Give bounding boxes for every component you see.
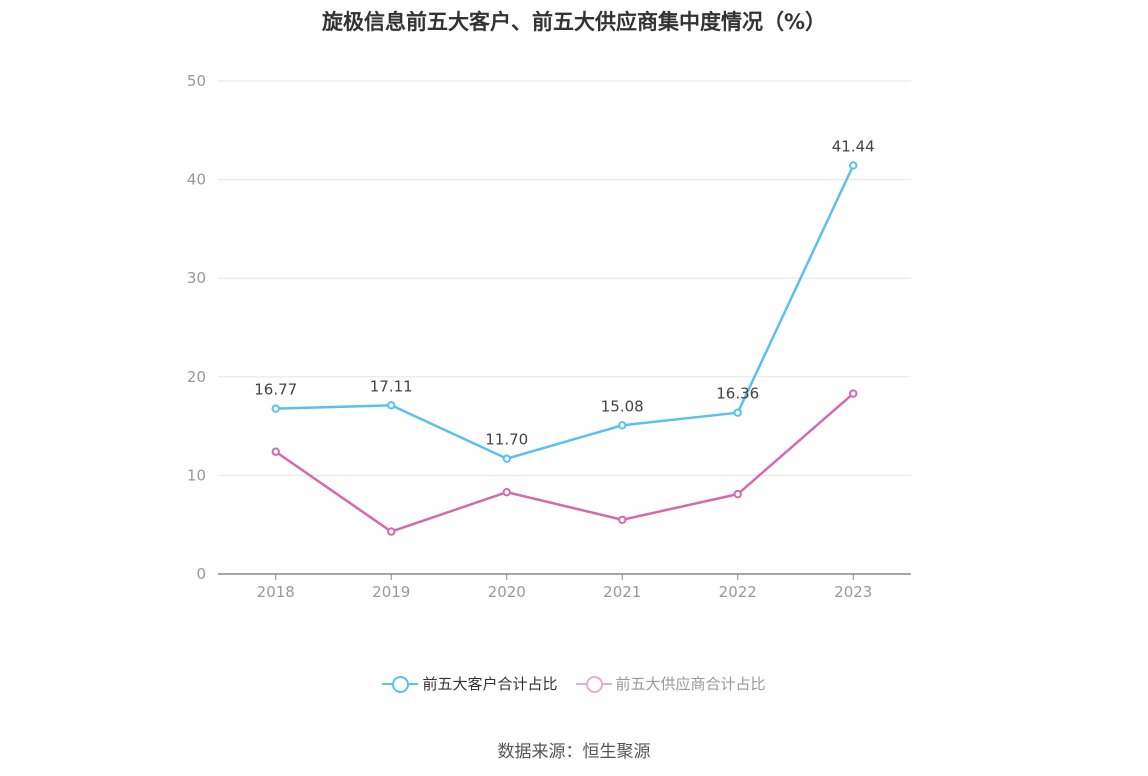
data-point-0: [502, 454, 511, 463]
legend-label-suppliers: 前五大供应商合计占比: [615, 675, 766, 693]
y-tick-label: 40: [187, 171, 206, 189]
y-tick-label: 30: [187, 269, 206, 287]
legend-label-customers: 前五大客户合计占比: [422, 675, 558, 693]
data-label: 16.36: [716, 385, 759, 403]
legend: 前五大客户合计占比 前五大供应商合计占比: [0, 673, 1148, 694]
data-label: 11.70: [485, 431, 528, 449]
series-line-1: [275, 392, 855, 533]
legend-swatch-customers: [382, 674, 419, 694]
data-label: 41.44: [832, 137, 875, 155]
data-point-0: [271, 404, 280, 413]
data-label: 17.11: [370, 377, 413, 395]
line-chart: 0 10 20 30 40 50 2018 2019 2020 2021 2022 2023 16.77…: [187, 72, 911, 601]
x-tick-label: 2023: [834, 583, 872, 601]
x-tick-label: 2019: [372, 583, 410, 601]
legend-item-suppliers[interactable]: 前五大供应商合计占比: [575, 673, 766, 694]
x-tick-label: 2020: [488, 583, 526, 601]
data-point-0: [387, 401, 396, 410]
y-tick-label: 10: [187, 466, 206, 484]
legend-item-customers[interactable]: 前五大客户合计占比: [382, 673, 558, 694]
data-point-0: [618, 421, 627, 430]
data-point-0: [733, 408, 742, 417]
y-tick-label: 20: [187, 368, 206, 386]
data-point-1: [733, 489, 742, 499]
chart-title: 旋极信息前五大客户、前五大供应商集中度情况（%）: [321, 10, 827, 34]
y-tick-label: 0: [196, 565, 206, 583]
data-point-0: [849, 161, 858, 170]
series-line-0: [275, 164, 855, 460]
y-tick-label: 50: [187, 72, 206, 90]
source-note: 数据来源：恒生聚源: [497, 742, 651, 762]
data-point-1: [849, 389, 858, 398]
data-label: 15.08: [601, 397, 644, 415]
data-point-1: [387, 527, 396, 536]
x-tick-label: 2018: [257, 583, 295, 601]
x-tick-label: 2022: [719, 583, 757, 601]
x-tick-label: 2021: [603, 583, 641, 601]
data-label: 16.77: [254, 381, 297, 399]
data-point-1: [502, 487, 511, 497]
legend-swatch-suppliers: [575, 674, 612, 694]
data-point-1: [618, 515, 627, 524]
data-point-1: [271, 447, 280, 456]
